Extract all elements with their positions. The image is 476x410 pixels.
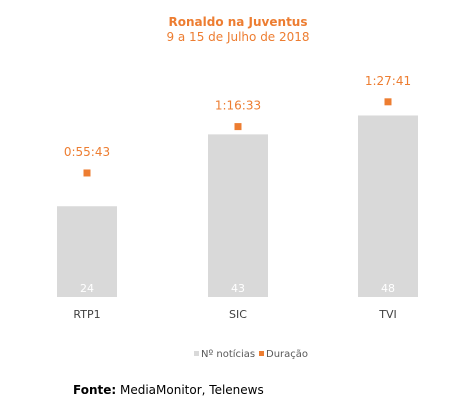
bar-rtp1 xyxy=(57,206,117,297)
source-label: Fonte: xyxy=(73,383,117,397)
legend-label-duracao: Duração xyxy=(266,349,308,360)
legend-label-noticias: Nº notícias xyxy=(201,348,255,360)
legend: Nº notícias Duração xyxy=(194,348,308,360)
bar-sic xyxy=(208,134,268,297)
bar-tvi xyxy=(358,115,418,298)
markers-group: 0:55:43 1:16:33 1:27:41 xyxy=(64,74,411,177)
source-note: Fonte: MediaMonitor, Telenews xyxy=(73,383,264,397)
chart-subtitle: 9 a 15 de Julho de 2018 xyxy=(166,30,309,44)
legend-swatch-duracao xyxy=(259,351,264,356)
count-label-sic: 43 xyxy=(231,282,245,295)
duration-marker-tvi xyxy=(384,98,392,106)
duration-marker-sic xyxy=(234,123,242,131)
category-label-rtp1: RTP1 xyxy=(73,308,100,321)
duration-label-rtp1: 0:55:43 xyxy=(64,145,110,159)
duration-label-tvi: 1:27:41 xyxy=(365,74,411,88)
category-label-sic: SIC xyxy=(229,308,247,321)
duration-marker-rtp1 xyxy=(83,169,91,177)
count-label-tvi: 48 xyxy=(381,282,395,295)
source-text: MediaMonitor, Telenews xyxy=(116,383,264,397)
chart-title: Ronaldo na Juventus xyxy=(168,15,307,29)
category-label-tvi: TVI xyxy=(378,308,397,321)
legend-swatch-noticias xyxy=(194,351,199,356)
duration-label-sic: 1:16:33 xyxy=(215,99,261,113)
count-label-rtp1: 24 xyxy=(80,282,94,295)
bars-group: 24 RTP1 43 SIC 48 TVI xyxy=(57,115,418,321)
